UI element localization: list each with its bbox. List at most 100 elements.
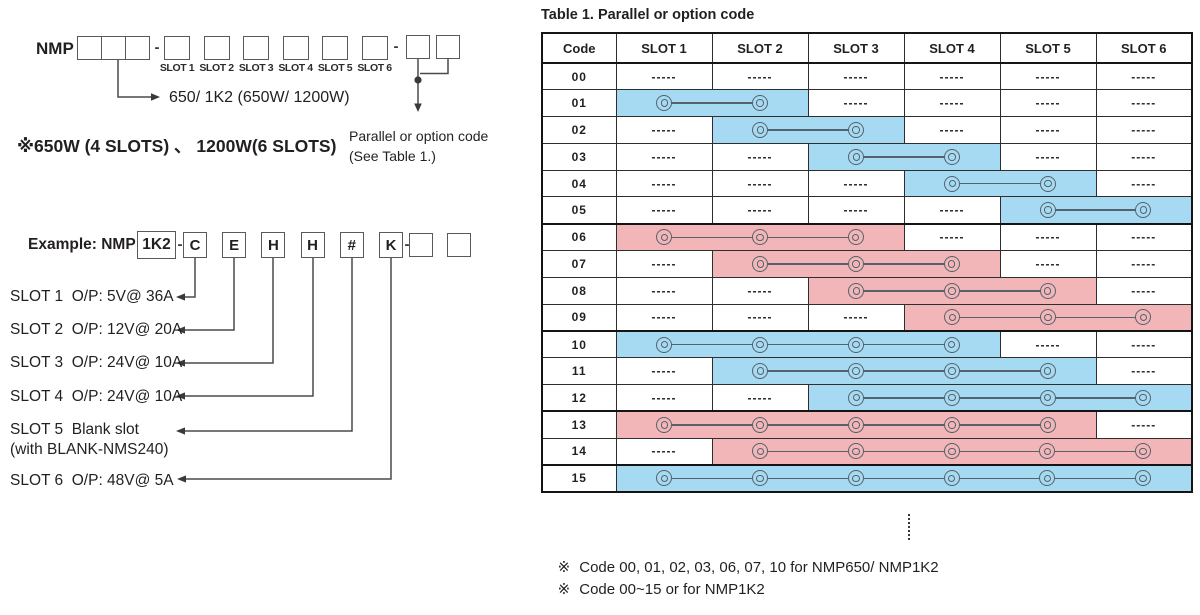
parallel-node-icon <box>943 336 960 353</box>
parallel-node-inner-ring <box>660 233 669 242</box>
parallel-node-inner-ring <box>852 287 861 295</box>
parallel-node-slot <box>712 226 808 250</box>
parallel-node-slot <box>905 171 1000 196</box>
parallel-span-cell <box>615 329 1001 359</box>
parallel-connector-line <box>664 343 952 346</box>
parallel-node-slot <box>808 467 904 491</box>
parallel-node-slot <box>904 359 1000 384</box>
parallel-node-slot <box>713 118 808 143</box>
slot-empty-cell: ----- <box>1095 116 1193 144</box>
parallel-node-slot <box>713 439 808 464</box>
parallel-node-slot <box>1001 198 1096 223</box>
parallel-connector <box>617 91 807 116</box>
parallel-node-slot <box>808 226 903 250</box>
parallel-node-inner-ring <box>948 447 956 456</box>
code-cell: 13 <box>541 410 617 439</box>
parallel-span-cell <box>807 142 1001 171</box>
parallel-node-slot <box>1000 359 1095 384</box>
parallel-node-icon <box>847 417 864 433</box>
column-header: SLOT 5 <box>999 32 1097 64</box>
table-title: Table 1. Parallel or option code <box>541 7 755 23</box>
slot-empty-cell: ----- <box>807 62 905 91</box>
parallel-node-inner-ring <box>660 474 669 483</box>
parallel-connector-nodes <box>617 333 999 357</box>
slot-empty-cell: ----- <box>615 384 713 412</box>
parallel-connector <box>617 226 903 250</box>
option-code-box-1 <box>406 35 430 59</box>
parallel-node-icon <box>752 363 769 380</box>
parallel-node-slot <box>1095 386 1191 411</box>
slot-empty-cell: ----- <box>1095 329 1193 359</box>
slot2-description: SLOT 2 O/P: 12V@ 20A <box>10 321 183 338</box>
parallel-node-icon <box>848 389 865 406</box>
parallel-connector-nodes <box>617 413 1095 437</box>
slot5-line <box>184 258 353 432</box>
slot-empty-cell: ----- <box>711 303 809 332</box>
separator-dash: - <box>404 236 410 253</box>
slot-empty-cell: ----- <box>903 116 1001 144</box>
parallel-node-inner-ring <box>852 367 860 375</box>
parallel-node-slot <box>808 252 904 277</box>
slot2-line <box>184 258 235 331</box>
slot5-description: SLOT 5 Blank slot <box>10 421 139 438</box>
slot-empty-cell: ----- <box>1095 62 1193 91</box>
code-cell: 02 <box>541 116 617 144</box>
parallel-node-icon <box>1135 202 1152 219</box>
parallel-node-icon <box>1135 470 1152 487</box>
parallel-node-icon <box>943 255 960 272</box>
slot-empty-cell: ----- <box>999 116 1097 144</box>
parallel-node-slot <box>904 278 1000 303</box>
parallel-node-inner-ring <box>852 421 860 429</box>
code-cell: 10 <box>541 329 617 359</box>
slot1-description: SLOT 1 O/P: 5V@ 36A <box>10 288 174 305</box>
parallel-node-inner-ring <box>1043 367 1052 375</box>
parallel-connector <box>617 413 1095 437</box>
parallel-span-cell <box>615 463 1193 493</box>
parallel-connector <box>617 333 999 357</box>
slot-empty-cell: ----- <box>615 250 713 278</box>
slot-empty-cell: ----- <box>615 142 713 171</box>
arrow-left-icon <box>177 475 186 483</box>
parallel-connector-nodes <box>713 252 999 277</box>
slot6-line <box>185 258 392 480</box>
option-code-box-2 <box>436 35 460 59</box>
model-prefix: NMP <box>36 39 74 58</box>
parallel-node-icon <box>943 148 960 165</box>
parallel-node-icon <box>847 229 864 246</box>
power-code-box <box>77 36 150 60</box>
power-code-cell <box>126 37 149 59</box>
slot-empty-cell: ----- <box>807 196 905 225</box>
table-row: 03 ----- ----- ----- ----- <box>541 142 1193 171</box>
parallel-node-icon <box>656 470 673 487</box>
parallel-node-inner-ring <box>1139 447 1147 456</box>
parallel-connector-line <box>664 102 760 104</box>
parallel-span-cell <box>903 303 1193 332</box>
parallel-connector <box>809 144 999 169</box>
parallel-node-icon <box>848 363 865 380</box>
parallel-node-slot <box>904 413 1000 437</box>
parallel-node-inner-ring <box>948 393 956 402</box>
code-cell: 06 <box>541 222 617 252</box>
parallel-node-icon <box>943 443 960 460</box>
parallel-node-inner-ring <box>1043 421 1052 429</box>
parallel-connector-nodes <box>713 118 903 143</box>
parallel-node-inner-ring <box>947 474 956 483</box>
slot-code-box <box>164 36 190 60</box>
parallel-node-icon <box>944 175 961 192</box>
example-slot-code-box: E <box>222 232 247 258</box>
option-code-note: Parallel or option code (See Table 1.) <box>349 126 488 166</box>
parallel-node-slot <box>617 467 712 491</box>
parallel-node-inner-ring <box>756 126 764 134</box>
slot-empty-cell: ----- <box>615 116 713 144</box>
parallel-node-icon <box>1135 309 1152 326</box>
slot-empty-cell: ----- <box>903 222 1001 252</box>
parallel-node-icon <box>943 389 960 406</box>
reference-mark-icon: ※ <box>557 559 571 576</box>
power-code-cell <box>78 37 102 59</box>
parallel-node-slot <box>809 278 904 303</box>
table-row: 15 <box>541 463 1193 493</box>
slot-empty-cell: ----- <box>903 89 1001 118</box>
parallel-connector-line <box>856 396 1144 399</box>
parallel-node-icon <box>848 282 865 299</box>
parallel-node-inner-ring <box>947 340 956 349</box>
